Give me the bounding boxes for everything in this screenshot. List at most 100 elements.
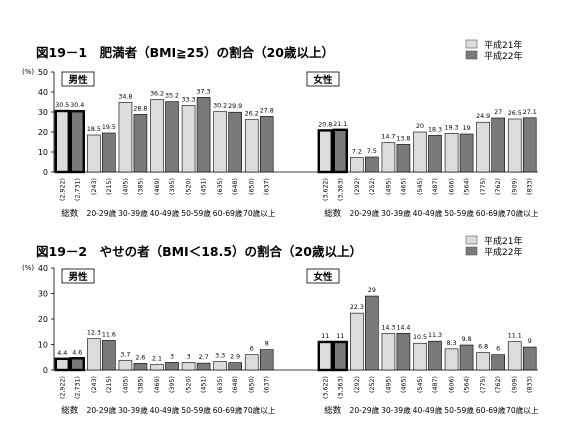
legend-label-series2: 平成22年 bbox=[484, 50, 522, 62]
y-tick-label: 0 bbox=[43, 168, 48, 177]
bar-value-label: 8.3 bbox=[447, 340, 457, 347]
bar-series1 bbox=[150, 99, 164, 173]
sample-size-label: (2,731) bbox=[74, 376, 81, 399]
bar-series1 bbox=[213, 361, 227, 371]
bar-series1 bbox=[244, 354, 259, 371]
gender-label: 男性 bbox=[68, 271, 88, 283]
bar-series2 bbox=[365, 295, 379, 371]
sample-size-label: (3,363) bbox=[337, 178, 344, 201]
bar-series1 bbox=[317, 340, 333, 372]
bar-value-label: 19 bbox=[463, 125, 471, 132]
bar-series1 bbox=[181, 362, 196, 371]
sample-size-label: (395) bbox=[169, 376, 176, 393]
category-label: 20-29歳 bbox=[87, 405, 117, 415]
bar-series1 bbox=[350, 157, 364, 173]
bar-series2 bbox=[428, 340, 442, 371]
y-tick-label: 40 bbox=[38, 88, 48, 97]
category-label: 70歳以上 bbox=[243, 405, 276, 415]
bar-series2 bbox=[102, 340, 116, 371]
sample-size-label: (469) bbox=[154, 376, 161, 393]
bar-series2 bbox=[133, 363, 148, 371]
gender-label-box bbox=[306, 71, 340, 87]
sample-size-label: (465) bbox=[400, 178, 407, 195]
bar-value-label: 19.5 bbox=[102, 124, 116, 131]
bar-value-label: 2.1 bbox=[152, 356, 162, 363]
sample-size-label: (2,922) bbox=[59, 178, 66, 201]
bar-value-label: 14.7 bbox=[381, 134, 395, 141]
category-label-wrapped: 70歳以上 bbox=[506, 208, 539, 218]
bar-value-label: 34.8 bbox=[118, 93, 132, 100]
sample-size-label: (405) bbox=[122, 178, 129, 195]
y-tick-label: 20 bbox=[38, 315, 48, 324]
category-label: 20-29歳 bbox=[350, 405, 380, 415]
category-label: 40-49歳 bbox=[413, 405, 443, 415]
bar-value-label: 3.7 bbox=[120, 352, 130, 359]
sample-size-label: (606) bbox=[449, 376, 456, 393]
sample-size-label: (495) bbox=[385, 178, 392, 195]
bar-series2 bbox=[259, 116, 274, 173]
bar-value-label: 6.8 bbox=[478, 344, 488, 351]
bar-series1 bbox=[244, 119, 259, 173]
bar-series2 bbox=[332, 340, 348, 372]
category-label: 総数 bbox=[324, 208, 342, 219]
bar-value-label: 11.3 bbox=[428, 332, 442, 339]
bar-value-label: 18.5 bbox=[87, 126, 101, 133]
bar-value-label: 37.3 bbox=[197, 88, 211, 95]
bar-series1 bbox=[476, 352, 490, 371]
y-tick-label: 30 bbox=[38, 108, 48, 117]
bar-series2 bbox=[491, 354, 505, 371]
bar-series1 bbox=[476, 121, 490, 173]
category-label: 総数 bbox=[61, 208, 79, 219]
bar-series2 bbox=[165, 101, 179, 173]
sample-size-label: (2,731) bbox=[74, 178, 81, 201]
category-label-wrapped: 70歳以上 bbox=[506, 405, 539, 415]
category-label: 50-59歳 bbox=[444, 405, 474, 415]
bar-value-label: 7.5 bbox=[367, 148, 377, 155]
category-label: 総数 bbox=[324, 405, 342, 416]
category-label: 30-39歳 bbox=[118, 405, 148, 415]
gender-label: 女性 bbox=[313, 74, 333, 86]
category-label: 60-69歳 bbox=[213, 208, 243, 218]
bar-value-label: 2.7 bbox=[199, 354, 209, 361]
bar-series2 bbox=[165, 362, 179, 371]
sample-size-label: (3,363) bbox=[337, 376, 344, 399]
bar-series1 bbox=[381, 333, 396, 371]
bar-value-label: 11.1 bbox=[508, 333, 522, 340]
bar-value-label: 3.3 bbox=[215, 353, 225, 360]
bar-series2 bbox=[332, 128, 348, 174]
bar-series2 bbox=[491, 117, 505, 173]
bar-value-label: 11 bbox=[321, 333, 329, 340]
sample-size-label: (215) bbox=[106, 376, 113, 393]
y-axis-label: (%) bbox=[22, 68, 34, 76]
bar-series1 bbox=[87, 338, 101, 371]
gender-label-box bbox=[306, 268, 340, 284]
category-label: 40-49歳 bbox=[413, 208, 443, 218]
sample-size-label: (650) bbox=[249, 178, 256, 195]
bar-value-label: 33.3 bbox=[182, 96, 196, 103]
sample-size-label: (635) bbox=[217, 376, 224, 393]
sample-size-label: (243) bbox=[91, 178, 98, 195]
bar-series1 bbox=[444, 133, 459, 173]
bar-value-label: 9.8 bbox=[462, 336, 472, 343]
bar-series2 bbox=[522, 346, 537, 371]
bar-series2 bbox=[69, 357, 85, 372]
bar-value-label: 19.3 bbox=[445, 124, 459, 131]
bar-value-label: 22.3 bbox=[350, 304, 364, 311]
bar-series2 bbox=[196, 362, 211, 371]
chart-title: 図19－2 やせの者（BMI＜18.5）の割合（20歳以上） bbox=[36, 244, 362, 259]
bar-series2 bbox=[69, 109, 85, 174]
bar-series2 bbox=[259, 349, 274, 371]
category-label: 50-59歳 bbox=[444, 208, 474, 218]
sample-size-label: (451) bbox=[201, 376, 208, 393]
bar-series2 bbox=[133, 114, 148, 173]
category-label: 60-69歳 bbox=[476, 405, 506, 415]
chart-2: 図19－2 やせの者（BMI＜18.5）の割合（20歳以上） 平成21年平成22年… bbox=[22, 235, 539, 416]
bar-series2 bbox=[428, 135, 442, 173]
bar-value-label: 36.2 bbox=[150, 91, 164, 98]
bar-series1 bbox=[413, 131, 427, 173]
bar-value-label: 20.8 bbox=[318, 121, 332, 128]
sample-size-label: (564) bbox=[464, 376, 471, 393]
y-tick-label: 40 bbox=[38, 264, 48, 273]
bar-value-label: 29.9 bbox=[228, 103, 242, 110]
